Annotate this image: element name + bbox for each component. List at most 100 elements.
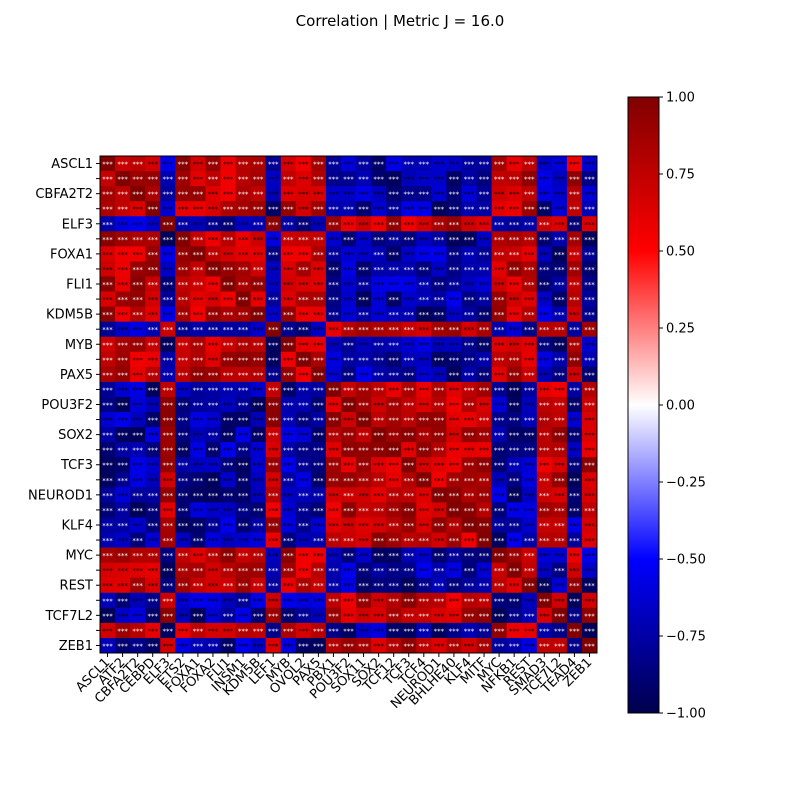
cell-annotation: ***: [163, 161, 174, 169]
cell-annotation: ***: [253, 402, 264, 410]
heatmap-cell: [356, 622, 372, 639]
heatmap-cell: [536, 351, 553, 368]
heatmap-cell: [566, 412, 583, 428]
cell-annotation: ***: [403, 447, 414, 455]
heatmap-cell: [461, 381, 477, 398]
heatmap-cell: [280, 592, 297, 609]
cell-annotation: ***: [253, 567, 264, 575]
heatmap-cell: [551, 532, 568, 548]
heatmap-cell: [461, 577, 477, 594]
heatmap-cell: [416, 156, 432, 172]
cell-annotation: ***: [178, 552, 189, 560]
cell-annotation: ***: [539, 341, 550, 349]
cell-annotation: ***: [449, 341, 460, 349]
cell-annotation: ***: [569, 582, 580, 590]
heatmap-cell: [205, 577, 221, 594]
cell-annotation: ***: [268, 236, 279, 244]
heatmap-cell: [100, 306, 116, 323]
cell-annotation: ***: [373, 612, 384, 620]
heatmap-cell: [160, 457, 176, 473]
heatmap-cell: [190, 306, 206, 323]
heatmap-cell: [325, 592, 342, 609]
heatmap-cell: [160, 562, 176, 579]
heatmap-cell: [175, 577, 191, 594]
heatmap-cell: [130, 351, 146, 368]
heatmap-cell: [566, 276, 583, 292]
cell-annotation: ***: [117, 612, 128, 620]
heatmap-cell: [446, 607, 462, 624]
heatmap-cell: [566, 216, 583, 232]
cell-annotation: ***: [434, 417, 445, 425]
cell-annotation: ***: [449, 371, 460, 379]
heatmap-cell: [431, 186, 447, 202]
heatmap-cell: [431, 276, 447, 292]
cell-annotation: ***: [358, 176, 369, 184]
heatmap-cell: [265, 351, 282, 368]
heatmap-cell: [521, 156, 538, 172]
cell-annotation: ***: [223, 402, 234, 410]
cell-annotation: ***: [373, 266, 384, 274]
cell-annotation: ***: [283, 176, 294, 184]
cell-annotation: ***: [132, 386, 143, 394]
heatmap-cell: [340, 547, 357, 564]
heatmap-cell: [280, 517, 297, 533]
heatmap-cell: [581, 231, 598, 247]
cell-annotation: ***: [449, 221, 460, 229]
colorbar-tick-label: −0.75: [666, 630, 706, 645]
cell-annotation: ***: [434, 507, 445, 515]
heatmap-cell: [566, 442, 583, 458]
cell-annotation: ***: [208, 236, 219, 244]
cell-annotation: ***: [178, 627, 189, 635]
heatmap-cell: [356, 502, 372, 518]
cell-annotation: ***: [193, 371, 204, 379]
cell-annotation: ***: [238, 221, 249, 229]
heatmap-cell: [386, 547, 402, 564]
heatmap-cell: [506, 306, 523, 323]
cell-annotation: ***: [449, 537, 460, 545]
cell-annotation: ***: [117, 206, 128, 214]
heatmap-cell: [175, 502, 191, 518]
cell-annotation: ***: [313, 221, 324, 229]
heatmap-cell: [356, 487, 372, 503]
heatmap-cell: [325, 381, 342, 398]
heatmap-cell: [401, 622, 417, 639]
cell-annotation: ***: [388, 326, 399, 334]
heatmap-cell: [310, 366, 327, 383]
cell-annotation: ***: [569, 206, 580, 214]
cell-annotation: ***: [268, 326, 279, 334]
cell-annotation: ***: [117, 251, 128, 259]
cell-annotation: ***: [358, 552, 369, 560]
heatmap-cell: [250, 592, 267, 609]
heatmap-cell: [190, 321, 206, 338]
cell-annotation: ***: [449, 251, 460, 259]
cell-annotation: ***: [178, 522, 189, 530]
heatmap-cell: [371, 381, 387, 398]
heatmap-cell: [536, 607, 553, 624]
heatmap-cell: [536, 216, 553, 232]
cell-annotation: ***: [464, 417, 475, 425]
heatmap-cell: [476, 186, 492, 202]
heatmap-cell: [401, 381, 417, 398]
heatmap-cell: [356, 171, 372, 187]
heatmap-cell: [536, 381, 553, 398]
cell-annotation: ***: [569, 386, 580, 394]
cell-annotation: ***: [132, 582, 143, 590]
heatmap-cell: [145, 216, 161, 232]
heatmap-cell: [371, 637, 387, 654]
heatmap-cell: [521, 201, 538, 217]
heatmap-cell: [235, 592, 252, 609]
heatmap-cell: [371, 306, 387, 323]
cell-annotation: ***: [178, 477, 189, 485]
cell-annotation: ***: [539, 266, 550, 274]
heatmap-cell: [340, 442, 357, 458]
heatmap-cell: [551, 457, 568, 473]
heatmap-cell: [190, 487, 206, 503]
cell-annotation: ***: [584, 627, 595, 635]
heatmap-cell: [536, 171, 553, 187]
heatmap-cell: [145, 427, 161, 443]
heatmap-cell: [190, 216, 206, 232]
heatmap-cell: [491, 366, 508, 383]
cell-annotation: ***: [147, 296, 158, 304]
heatmap-cell: [205, 502, 221, 518]
cell-annotation: ***: [419, 206, 430, 214]
